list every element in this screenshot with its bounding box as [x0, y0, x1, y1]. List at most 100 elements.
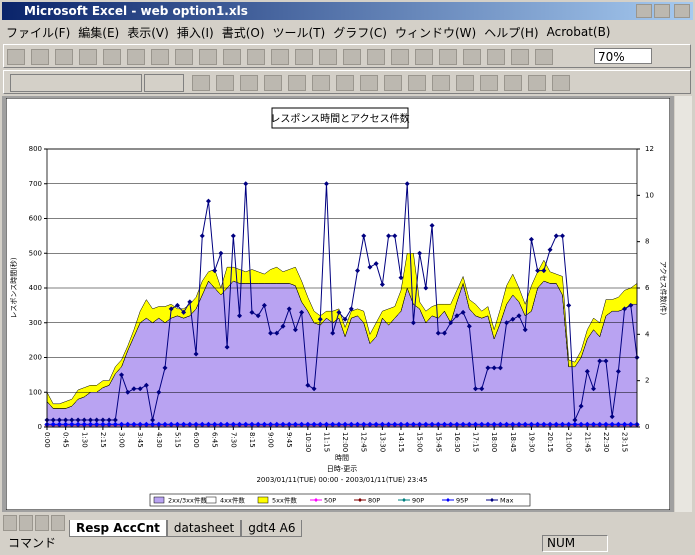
- x-tick-label: 12:45: [360, 432, 368, 452]
- marker: [224, 344, 230, 350]
- legend-label: 80P: [368, 497, 380, 505]
- menu-item[interactable]: Acrobat(B): [546, 25, 611, 39]
- subtitle: 2003/01/11(TUE) 00:00 - 2003/01/11(TUE) …: [256, 476, 427, 484]
- legend-label: Max: [500, 497, 514, 505]
- marker: [268, 330, 274, 336]
- marker: [317, 421, 323, 427]
- marker: [622, 306, 628, 312]
- marker: [50, 421, 56, 427]
- marker: [323, 421, 329, 427]
- marker: [572, 417, 578, 423]
- x-tick-label: 5:15: [173, 432, 181, 448]
- marker: [541, 421, 547, 427]
- marker: [205, 421, 211, 427]
- menu-item[interactable]: 書式(O): [221, 25, 265, 40]
- marker: [199, 233, 205, 239]
- menu-item[interactable]: グラフ(C): [333, 25, 387, 40]
- marker: [317, 316, 323, 322]
- marker: [566, 421, 572, 427]
- marker: [292, 327, 298, 333]
- marker: [212, 421, 218, 427]
- marker: [591, 421, 597, 427]
- legend-label: 95P: [456, 497, 468, 505]
- menu-item[interactable]: ウィンドウ(W): [394, 25, 477, 40]
- legend-marker: [402, 498, 406, 502]
- marker: [174, 302, 180, 308]
- x-tick-label: 2:15: [99, 432, 107, 448]
- marker: [255, 313, 261, 319]
- marker: [398, 275, 404, 281]
- marker: [342, 421, 348, 427]
- marker: [125, 389, 131, 395]
- marker: [336, 309, 342, 315]
- marker: [168, 421, 174, 427]
- zoom-box[interactable]: 70%: [594, 48, 652, 64]
- menu-item[interactable]: ヘルプ(H): [484, 25, 539, 40]
- marker: [448, 320, 454, 326]
- menu-item[interactable]: 挿入(I): [176, 25, 214, 40]
- x-tick-label: 15:45: [434, 432, 442, 452]
- chart-title: レスポンス時間とアクセス件数: [270, 112, 409, 125]
- x-tick-label: 19:30: [527, 432, 535, 452]
- marker: [392, 233, 398, 239]
- marker: [100, 417, 106, 423]
- marker: [361, 233, 367, 239]
- marker: [106, 417, 112, 423]
- marker: [386, 421, 392, 427]
- marker: [181, 421, 187, 427]
- menu-item[interactable]: ツール(T): [272, 25, 326, 40]
- marker: [435, 330, 441, 336]
- x-tick-label: 7:30: [229, 432, 237, 448]
- marker: [255, 421, 261, 427]
- marker: [603, 358, 609, 364]
- marker: [615, 421, 621, 427]
- sheet-tab[interactable]: Resp AccCnt: [69, 520, 167, 537]
- x-tick-label: 18:00: [490, 432, 498, 452]
- marker: [373, 261, 379, 267]
- title-bar: Microsoft Excel - web option1.xls: [2, 2, 693, 20]
- marker: [528, 236, 534, 242]
- sheet-tab[interactable]: datasheet: [166, 520, 242, 537]
- legend-box: [149, 493, 531, 507]
- marker: [224, 421, 230, 427]
- marker: [162, 365, 168, 371]
- marker: [559, 233, 565, 239]
- marker: [187, 421, 193, 427]
- num-indicator: NUM: [542, 535, 608, 552]
- marker: [125, 421, 131, 427]
- marker: [466, 421, 472, 427]
- window-controls[interactable]: [635, 4, 691, 23]
- marker: [131, 386, 137, 392]
- marker: [497, 365, 503, 371]
- marker: [181, 309, 187, 315]
- legend-swatch: [153, 496, 165, 504]
- marker: [193, 421, 199, 427]
- marker: [81, 421, 87, 427]
- marker: [237, 313, 243, 319]
- marker: [187, 299, 193, 305]
- marker: [106, 421, 112, 427]
- marker: [522, 327, 528, 333]
- marker: [87, 421, 93, 427]
- x-tick-label: 21:45: [583, 432, 591, 452]
- marker: [597, 358, 603, 364]
- marker: [94, 417, 100, 423]
- marker: [94, 421, 100, 427]
- y2-tick-label: 8: [645, 238, 649, 246]
- legend-swatch: [205, 496, 217, 504]
- legend-marker: [490, 498, 494, 502]
- status-mode: コマンド: [8, 536, 57, 550]
- marker: [205, 198, 211, 204]
- sheet-tab[interactable]: gdt4 A6: [241, 520, 303, 537]
- menu-item[interactable]: 編集(E): [78, 25, 120, 40]
- menu-item[interactable]: ファイル(F): [6, 25, 71, 40]
- menu-item[interactable]: 表示(V): [127, 25, 169, 40]
- x-tick-label: 18:45: [509, 432, 517, 452]
- marker: [156, 421, 162, 427]
- marker: [615, 368, 621, 374]
- x-tick-label: 1:30: [80, 432, 88, 448]
- marker: [69, 421, 75, 427]
- legend-label: 90P: [412, 497, 424, 505]
- vertical-scrollbar[interactable]: [675, 96, 692, 512]
